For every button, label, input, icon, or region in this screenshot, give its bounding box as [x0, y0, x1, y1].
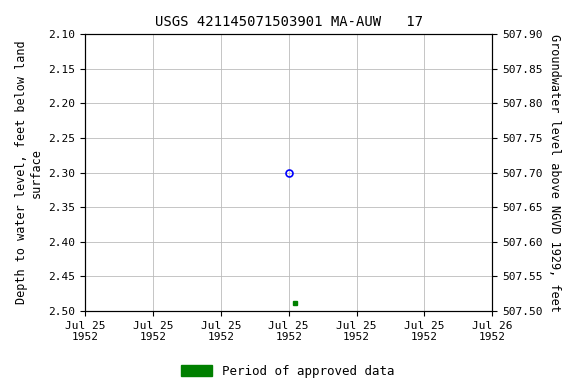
Legend: Period of approved data: Period of approved data: [181, 365, 395, 378]
Title: USGS 421145071503901 MA-AUW   17: USGS 421145071503901 MA-AUW 17: [155, 15, 423, 29]
Y-axis label: Depth to water level, feet below land
surface: Depth to water level, feet below land su…: [15, 41, 43, 305]
Y-axis label: Groundwater level above NGVD 1929, feet: Groundwater level above NGVD 1929, feet: [548, 34, 561, 311]
